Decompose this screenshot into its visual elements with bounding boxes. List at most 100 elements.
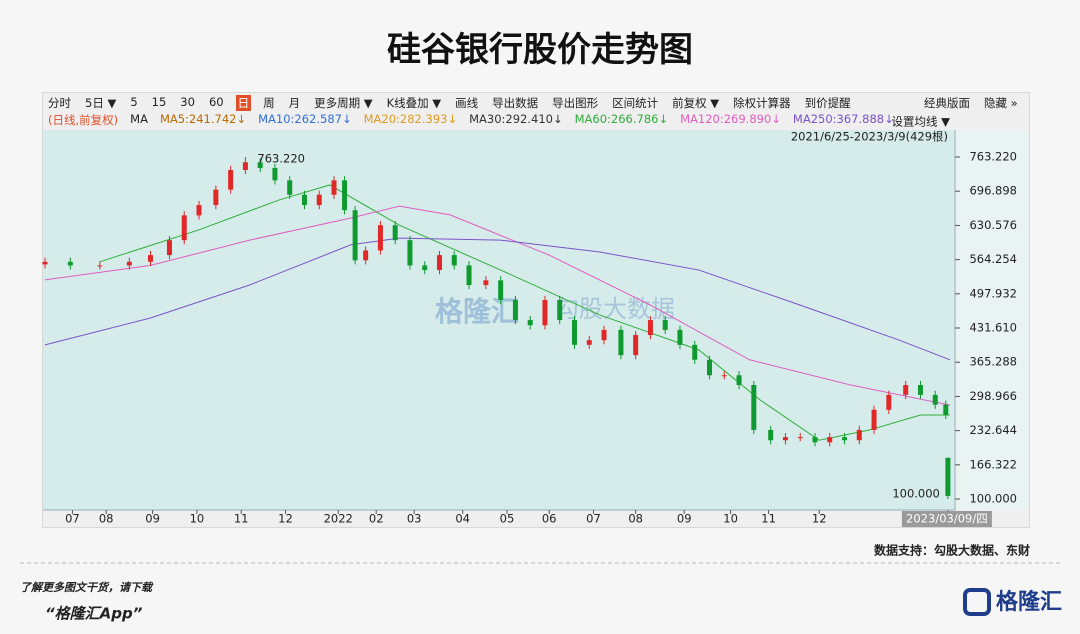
y-tick-label: 497.932: [969, 286, 1017, 300]
candle-body: [601, 329, 607, 341]
toolbar-item[interactable]: 60: [208, 95, 224, 109]
candle-body: [842, 437, 848, 441]
x-tick-label: 2022: [324, 512, 353, 526]
toolbar-item[interactable]: 更多周期 ▼: [314, 96, 373, 110]
candle-body: [856, 429, 862, 441]
toolbar-item[interactable]: 导出图形: [552, 96, 599, 110]
candle-body: [331, 180, 337, 195]
y-tick-label: 630.576: [969, 218, 1017, 232]
toolbar-item[interactable]: 画线: [455, 96, 479, 110]
toolbar-item[interactable]: 到价提醒: [804, 96, 851, 110]
toolbar-item[interactable]: 除权计算器: [733, 96, 791, 110]
x-tick-label: 04: [455, 512, 470, 526]
candle-body: [498, 280, 504, 300]
y-tick-label: 232.644: [969, 423, 1017, 437]
toolbar-item[interactable]: 分时: [48, 96, 71, 110]
legend-entry: MA20:282.393↓: [363, 112, 458, 126]
candle-body: [797, 437, 803, 439]
candle-body: [707, 359, 713, 376]
x-tick-label: 02: [369, 512, 384, 526]
candle-body: [943, 404, 949, 415]
toolbar-item[interactable]: 30: [180, 95, 195, 109]
mode-label: (日线,前复权): [48, 113, 119, 127]
toolbar-item[interactable]: 周: [263, 96, 275, 110]
axis-area: [955, 130, 1029, 510]
ma-line: [99, 184, 950, 441]
y-tick-label: 166.322: [969, 457, 1017, 471]
x-cursor-box: [901, 511, 992, 527]
logo: 格隆汇: [996, 589, 1062, 615]
x-tick-label: 08: [628, 512, 643, 526]
candle-body: [436, 255, 442, 271]
legend-entry: MA250:367.888↓: [792, 112, 894, 126]
toolbar-item[interactable]: 日: [235, 95, 252, 111]
toolbar-item[interactable]: 隐藏 »: [984, 96, 1018, 110]
candle-body: [768, 429, 774, 441]
candle-body: [42, 261, 48, 265]
high-label: 763.220: [257, 152, 305, 166]
toolbar-item[interactable]: 月: [288, 96, 301, 110]
candle-body: [147, 255, 153, 262]
legend-entry: MA5:241.742↓: [159, 112, 247, 126]
candle-body: [827, 437, 833, 443]
title: 硅谷银行股价走势图: [387, 30, 693, 70]
x-tick-label: 11: [234, 512, 249, 526]
y-tick-label: 431.610: [969, 321, 1017, 335]
legend-entry: MA30:292.410↓: [469, 112, 563, 126]
x-tick-label: 07: [65, 512, 80, 526]
candle-body: [228, 170, 234, 190]
candle-body: [736, 375, 742, 386]
x-tick-label: 2023/03/09/四: [906, 512, 988, 526]
candle-body: [257, 162, 263, 168]
candle-body: [782, 437, 788, 441]
candle-body: [352, 210, 358, 261]
candle-body: [945, 457, 951, 496]
candle-body: [903, 385, 909, 395]
toolbar-item[interactable]: 区间统计: [612, 96, 659, 110]
candle-body: [342, 180, 348, 211]
candle-body: [647, 320, 653, 336]
candle-body: [166, 240, 172, 256]
candle-body: [527, 320, 533, 326]
ma-label: MA: [130, 112, 148, 126]
candle-body: [662, 320, 668, 330]
toolbar-item[interactable]: 5日 ▼: [85, 96, 117, 110]
source: 数据支持：勾股大数据、东财: [874, 543, 1030, 558]
candle-body: [677, 329, 683, 345]
x-tick-label: 12: [278, 512, 293, 526]
candle-body: [316, 194, 322, 206]
candle-body: [721, 375, 727, 377]
y-tick-label: 100.000: [969, 492, 1017, 506]
plot-area: [43, 130, 955, 510]
y-tick-label: 696.898: [969, 184, 1017, 198]
x-tick-label: 09: [145, 512, 160, 526]
toolbar-item[interactable]: 15: [151, 95, 167, 109]
toolbar-item[interactable]: 前复权 ▼: [672, 96, 720, 110]
candle-body: [812, 437, 818, 443]
y-tick-label: 564.254: [969, 252, 1017, 266]
candle-body: [301, 194, 307, 206]
candle-body: [633, 335, 639, 356]
candle-body: [692, 344, 698, 360]
toolbar-item[interactable]: K线叠加 ▼: [386, 96, 442, 110]
watermark: 勾股大数据: [555, 295, 675, 323]
x-tick-label: 11: [761, 512, 776, 526]
candle-body: [557, 299, 563, 321]
candle-body: [932, 394, 938, 405]
toolbar-item[interactable]: 5: [130, 95, 138, 109]
toolbar-item[interactable]: 导出数据: [492, 96, 539, 110]
candle-body: [886, 394, 892, 410]
candle-body: [618, 329, 624, 356]
x-tick-label: 03: [407, 512, 422, 526]
ma-setting: 设置均线 ▼: [892, 115, 951, 129]
candle-body: [917, 385, 923, 395]
candle-body: [97, 265, 103, 267]
candle-body: [213, 189, 219, 206]
x-tick-label: 10: [190, 512, 205, 526]
x-tick-label: 05: [500, 512, 515, 526]
footer-text: 了解更多图文干货，请下载: [20, 581, 154, 594]
toolbar-item[interactable]: 经典版面: [924, 96, 970, 110]
legend-entry: MA60:266.786↓: [574, 112, 669, 126]
candle-body: [512, 299, 518, 321]
